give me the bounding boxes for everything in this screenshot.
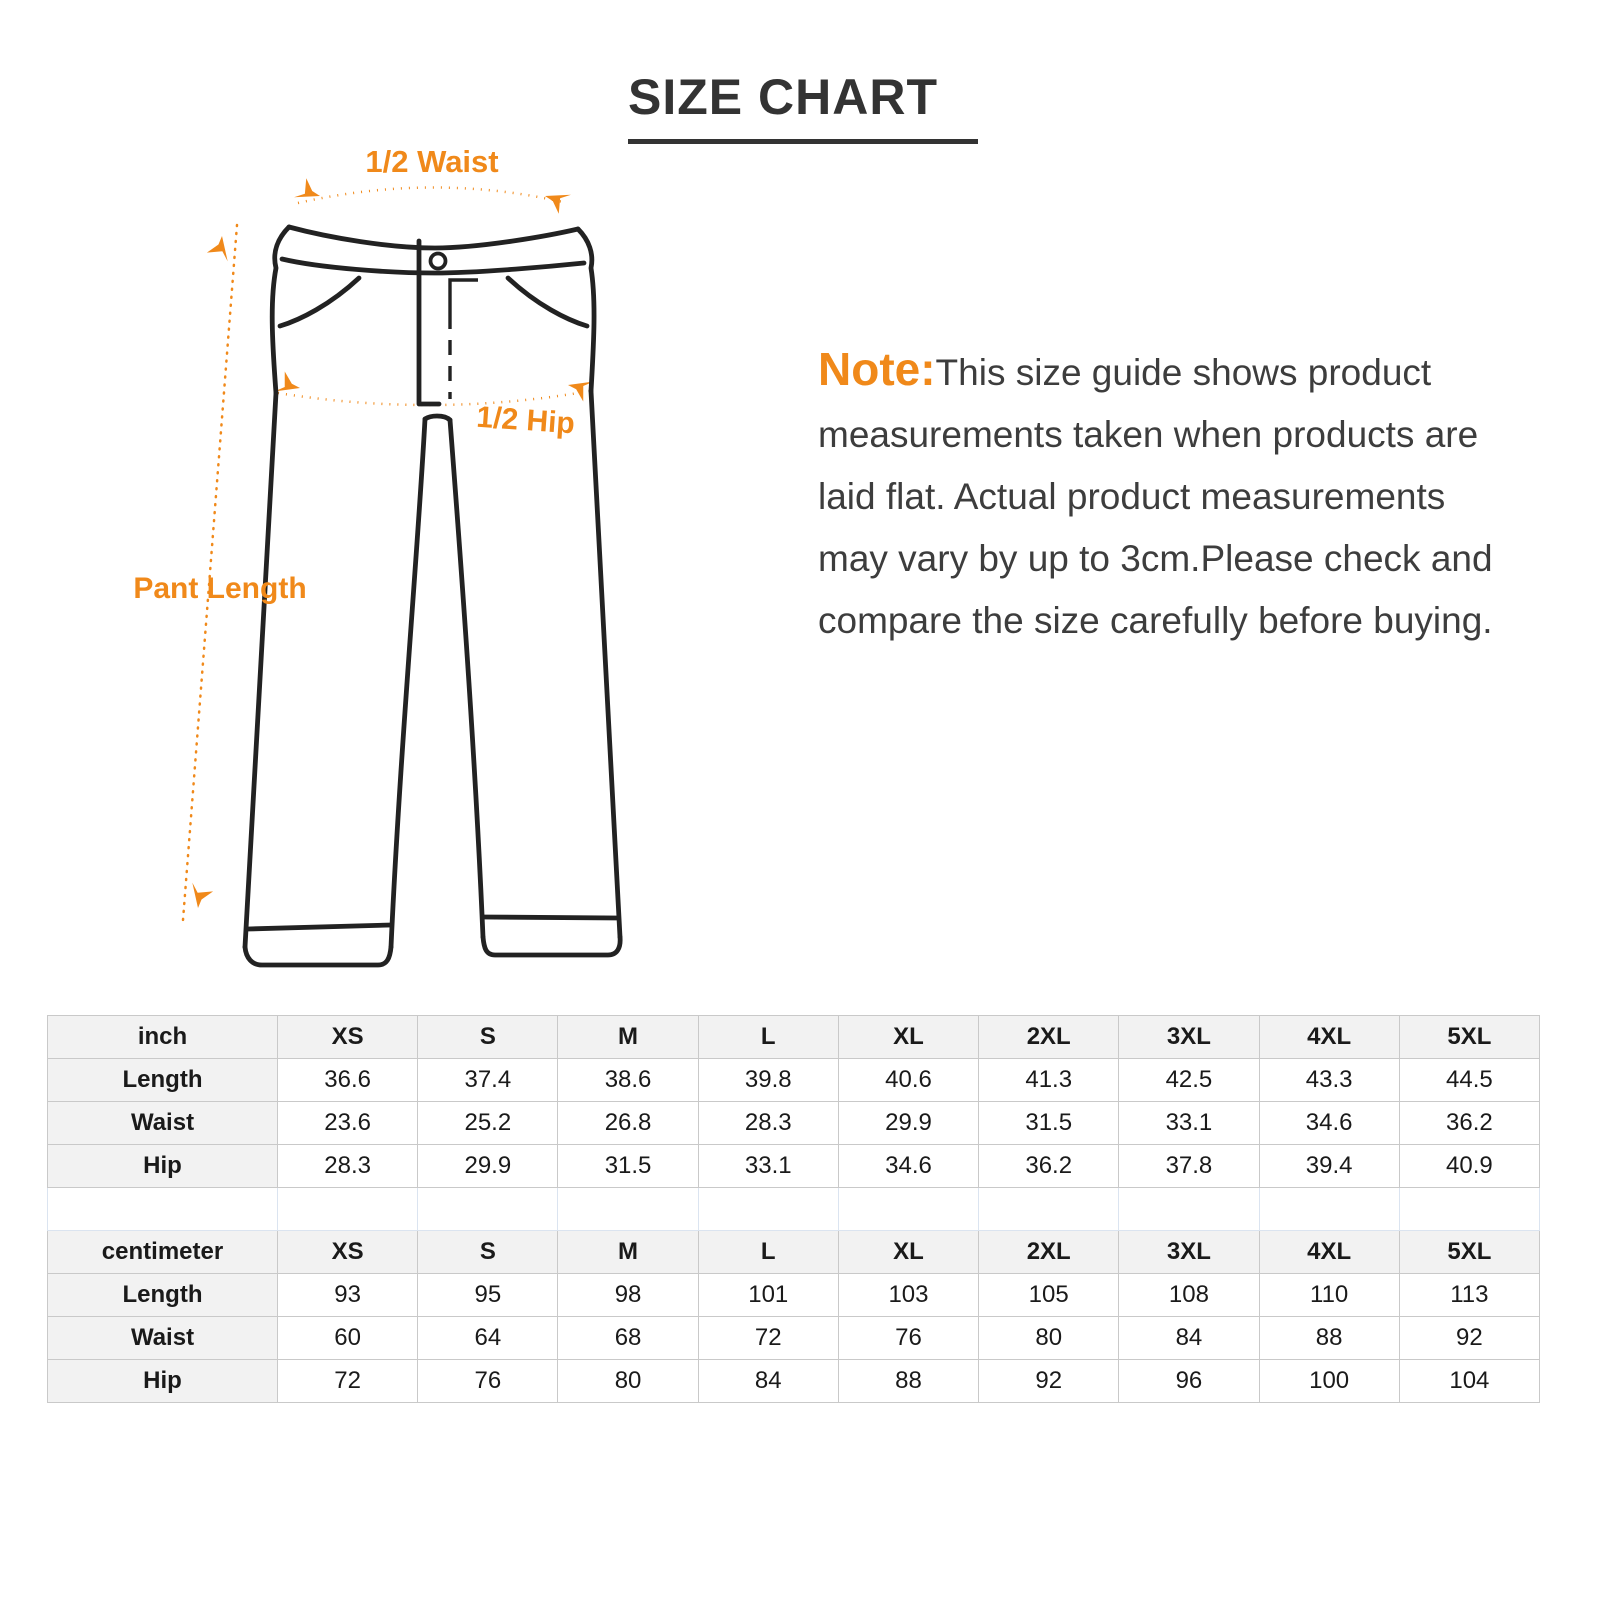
svg-text:Pant Length: Pant Length: [133, 572, 306, 605]
svg-text:1/2 Waist: 1/2 Waist: [365, 144, 498, 179]
svg-text:1/2 Hip: 1/2 Hip: [475, 401, 575, 441]
